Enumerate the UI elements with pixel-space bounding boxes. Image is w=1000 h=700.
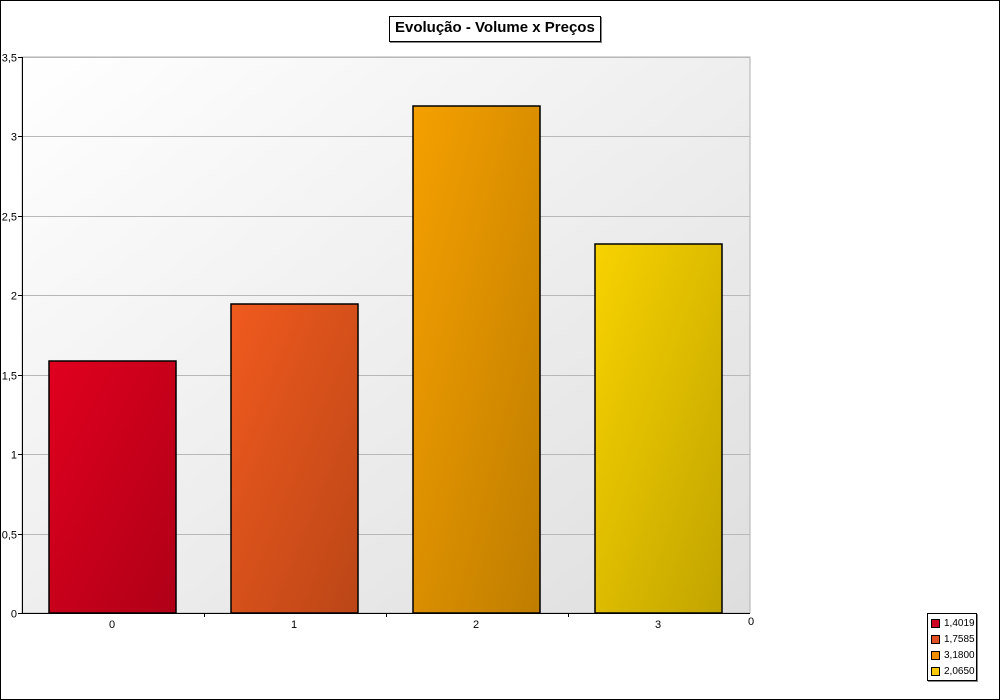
y-tick-label: 1	[11, 450, 17, 462]
x-tick-label: 1	[291, 619, 297, 631]
chart-legend: 1,4019 1,7585 3,1800 2,0650	[927, 613, 977, 681]
y-tick-label: 1,5	[2, 371, 17, 383]
y-tick-label: 2,5	[2, 212, 17, 224]
x-axis-end-label: 0	[748, 616, 754, 628]
legend-label: 3,1800	[944, 649, 975, 661]
legend-item: 1,7585	[928, 631, 976, 647]
bar-2	[412, 105, 541, 614]
bar-3	[594, 243, 723, 614]
legend-label: 2,0650	[944, 665, 975, 677]
x-tick-label: 0	[109, 619, 115, 631]
y-tick-label: 3	[11, 132, 17, 144]
bar-1	[230, 303, 359, 614]
bar-0	[48, 360, 177, 614]
legend-item: 1,4019	[928, 615, 976, 631]
legend-swatch	[931, 634, 940, 644]
chart-title: Evolução - Volume x Preços	[389, 16, 601, 42]
y-tick-label: 2	[11, 291, 17, 303]
x-tick-label: 2	[473, 619, 479, 631]
legend-label: 1,7585	[944, 633, 975, 645]
legend-item: 2,0650	[928, 663, 976, 679]
y-tick-label: 0	[11, 609, 17, 621]
legend-label: 1,4019	[944, 617, 975, 629]
legend-swatch	[931, 666, 940, 676]
x-tick-label: 3	[655, 619, 661, 631]
legend-item: 3,1800	[928, 647, 976, 663]
legend-swatch	[931, 650, 940, 660]
y-tick-label: 3,5	[2, 53, 17, 65]
legend-swatch	[931, 618, 940, 628]
y-tick-label: 0,5	[2, 530, 17, 542]
